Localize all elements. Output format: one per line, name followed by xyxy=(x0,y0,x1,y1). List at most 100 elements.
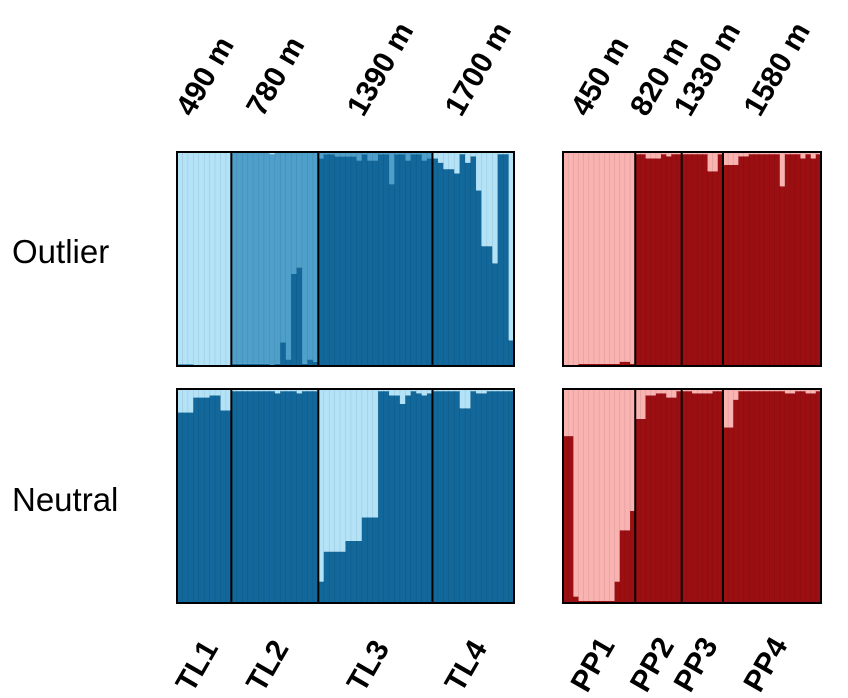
bar-outlier-tl4-9-k3 xyxy=(475,152,482,191)
bar-outlier-tl1-9-k3 xyxy=(220,152,227,366)
population-label: PP4 xyxy=(737,632,794,698)
bar-outlier-pp4-9-k1 xyxy=(764,154,770,366)
bar-neutral-tl1-1-k3 xyxy=(177,389,184,413)
bar-outlier-pp1-1-k2 xyxy=(563,152,569,366)
bar-outlier-pp4-6-k2 xyxy=(748,152,755,155)
bar-outlier-pp4-5-k2 xyxy=(743,152,750,157)
bar-outlier-pp4-5-k1 xyxy=(743,156,750,366)
bar-outlier-pp4-7-k2 xyxy=(753,152,760,155)
bar-outlier-tl2-7-k1 xyxy=(263,363,271,366)
bar-outlier-pp4-10-k1 xyxy=(769,154,776,366)
bar-neutral-pp1-13-k1 xyxy=(624,530,631,603)
bar-neutral-pp1-4-k1 xyxy=(578,600,585,603)
bar-neutral-tl4-3-k1 xyxy=(443,391,450,603)
bar-outlier-pp2-1-k2 xyxy=(635,152,641,155)
bar-neutral-pp1-12-k2 xyxy=(619,389,626,531)
bar-outlier-tl2-8-k2 xyxy=(269,154,276,366)
bar-outlier-tl4-4-k3 xyxy=(448,152,455,170)
bar-outlier-pp3-1-k1 xyxy=(681,154,688,366)
bar-outlier-tl1-2-k2 xyxy=(182,363,189,366)
bar-outlier-tl2-16-k2 xyxy=(312,152,319,362)
bar-neutral-tl1-6-k1 xyxy=(204,397,211,603)
bar-neutral-tl3-1-k3 xyxy=(318,389,325,582)
bar-neutral-tl2-7-k3 xyxy=(263,389,271,392)
bar-neutral-tl2-4-k1 xyxy=(247,391,254,603)
bar-outlier-tl4-10-k3 xyxy=(481,152,488,247)
bar-neutral-tl3-8-k1 xyxy=(356,540,363,603)
bar-outlier-tl3-4-k1 xyxy=(334,156,341,366)
bar-neutral-tl3-4-k1 xyxy=(334,551,341,603)
bar-outlier-tl3-14-k1 xyxy=(388,184,396,366)
bar-neutral-tl4-4-k3 xyxy=(448,389,455,392)
bar-outlier-pp1-4-k1 xyxy=(578,363,585,366)
bar-outlier-tl3-20-k2 xyxy=(421,152,428,161)
bar-outlier-tl4-1-k1 xyxy=(432,158,439,366)
bar-neutral-pp1-4-k2 xyxy=(578,389,585,601)
bar-outlier-pp3-5-k2 xyxy=(702,152,709,155)
bar-neutral-pp4-14-k2 xyxy=(790,389,796,394)
bar-outlier-pp1-10-k2 xyxy=(609,152,616,364)
bar-neutral-pp3-3-k2 xyxy=(692,389,698,394)
bar-outlier-tl1-6-k3 xyxy=(204,152,211,366)
bar-outlier-pp3-1-k2 xyxy=(681,152,688,155)
bar-neutral-pp1-6-k2 xyxy=(588,389,595,601)
bar-outlier-pp3-6-k2 xyxy=(707,152,714,172)
bar-outlier-tl2-10-k2 xyxy=(280,152,287,343)
bar-neutral-tl2-2-k3 xyxy=(236,389,243,392)
bar-neutral-tl4-6-k3 xyxy=(459,389,466,409)
bar-neutral-tl3-15-k3 xyxy=(394,389,401,396)
bar-outlier-tl3-6-k1 xyxy=(345,156,352,366)
bar-neutral-pp2-6-k1 xyxy=(661,393,667,603)
bar-outlier-tl2-3-k2 xyxy=(242,152,249,364)
bar-neutral-tl3-14-k3 xyxy=(388,389,396,396)
bar-neutral-pp4-5-k2 xyxy=(743,389,750,392)
bar-outlier-tl3-1-k2 xyxy=(318,152,325,159)
bar-outlier-tl2-11-k2 xyxy=(285,152,292,360)
bar-neutral-tl1-1-k1 xyxy=(177,412,184,603)
elevation-label: 1580 m xyxy=(737,17,816,122)
bar-outlier-pp2-7-k2 xyxy=(666,152,672,157)
bar-neutral-pp4-4-k2 xyxy=(738,389,745,392)
bar-neutral-tl3-21-k1 xyxy=(427,393,434,603)
bar-outlier-tl2-12-k1 xyxy=(291,273,298,366)
bar-neutral-tl1-7-k1 xyxy=(209,395,216,603)
bar-neutral-pp4-3-k1 xyxy=(733,399,740,603)
bar-neutral-tl1-10-k1 xyxy=(225,410,232,603)
bar-outlier-tl2-11-k1 xyxy=(285,359,292,366)
bar-neutral-tl4-4-k1 xyxy=(448,391,455,603)
bar-outlier-tl3-2-k1 xyxy=(323,154,330,366)
bar-outlier-tl3-5-k2 xyxy=(340,152,347,157)
panel-frame-tl-outlier xyxy=(176,151,515,367)
bar-neutral-tl3-16-k1 xyxy=(399,403,406,603)
bar-outlier-tl2-12-k2 xyxy=(291,152,298,274)
panel-frame-pp-neutral xyxy=(562,388,822,604)
bar-outlier-pp3-3-k2 xyxy=(692,152,698,155)
bar-neutral-tl2-5-k3 xyxy=(253,389,260,392)
bar-neutral-tl4-1-k1 xyxy=(432,391,439,603)
bar-outlier-pp2-4-k2 xyxy=(650,152,657,159)
bar-neutral-pp4-1-k1 xyxy=(722,427,729,603)
bar-outlier-tl2-2-k2 xyxy=(236,152,243,364)
bar-outlier-tl3-8-k1 xyxy=(356,160,363,366)
bar-neutral-pp1-13-k2 xyxy=(624,389,631,531)
bar-neutral-tl4-14-k1 xyxy=(503,391,510,603)
bar-neutral-tl3-11-k3 xyxy=(372,389,379,518)
bar-neutral-pp2-2-k2 xyxy=(640,389,647,419)
bar-outlier-pp2-9-k1 xyxy=(676,154,683,366)
bar-neutral-pp4-17-k1 xyxy=(805,393,812,603)
bar-outlier-pp4-8-k1 xyxy=(759,154,765,366)
bar-outlier-tl4-6-k3 xyxy=(459,152,466,155)
bar-neutral-pp2-3-k2 xyxy=(645,389,652,396)
bar-outlier-tl1-5-k3 xyxy=(198,152,205,366)
bar-outlier-pp4-7-k1 xyxy=(753,154,760,366)
population-label: TL3 xyxy=(341,635,396,698)
bar-outlier-tl2-9-k2 xyxy=(274,152,281,364)
bar-outlier-tl3-3-k2 xyxy=(329,152,336,155)
bar-outlier-tl3-7-k2 xyxy=(350,152,357,157)
bar-outlier-tl2-5-k1 xyxy=(253,363,260,366)
bar-outlier-tl2-4-k2 xyxy=(247,152,254,364)
bar-outlier-pp2-4-k1 xyxy=(650,158,657,366)
bar-outlier-pp1-11-k1 xyxy=(614,363,621,366)
bar-neutral-pp1-11-k2 xyxy=(614,389,621,582)
